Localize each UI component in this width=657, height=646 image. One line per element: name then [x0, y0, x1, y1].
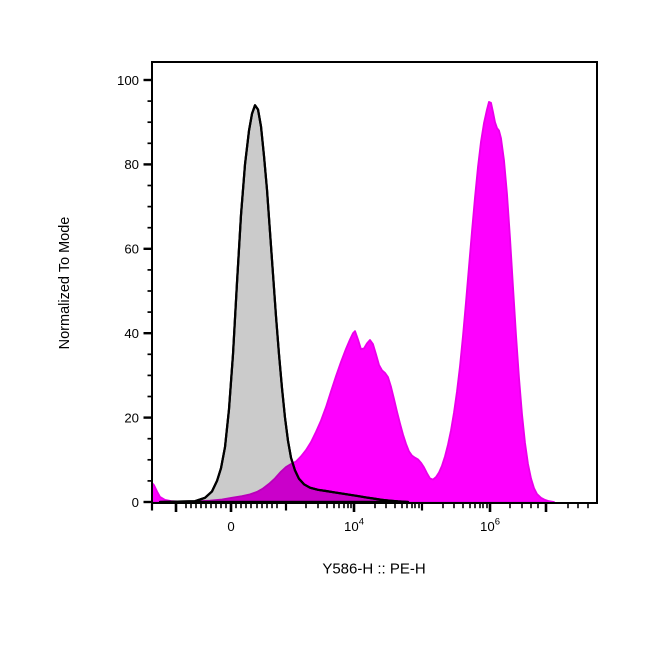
x-axis-title: Y586-H :: PE-H — [322, 561, 425, 578]
y-axis-title: Normalized To Mode — [57, 217, 73, 350]
gray-control-histogram-outline — [158, 104, 410, 504]
x-tick-label: 104 — [344, 517, 364, 535]
y-tick-label: 100 — [117, 73, 139, 88]
axis-tick-labels: 0 20 40 60 80 100 0 104 106 — [117, 73, 500, 534]
axis-ticks — [143, 78, 589, 512]
y-tick-label: 20 — [124, 410, 139, 425]
y-tick-label: 80 — [124, 157, 139, 172]
histogram-curves — [151, 101, 555, 504]
plot-border — [151, 61, 598, 504]
x-tick-label: 0 — [227, 519, 234, 534]
y-tick-label: 40 — [124, 326, 139, 341]
magenta-stained-histogram-curve — [151, 101, 555, 503]
x-tick-label: 106 — [480, 517, 500, 535]
y-tick-label: 0 — [132, 495, 139, 510]
y-tick-label: 60 — [124, 242, 139, 257]
plot-frame — [151, 61, 598, 504]
